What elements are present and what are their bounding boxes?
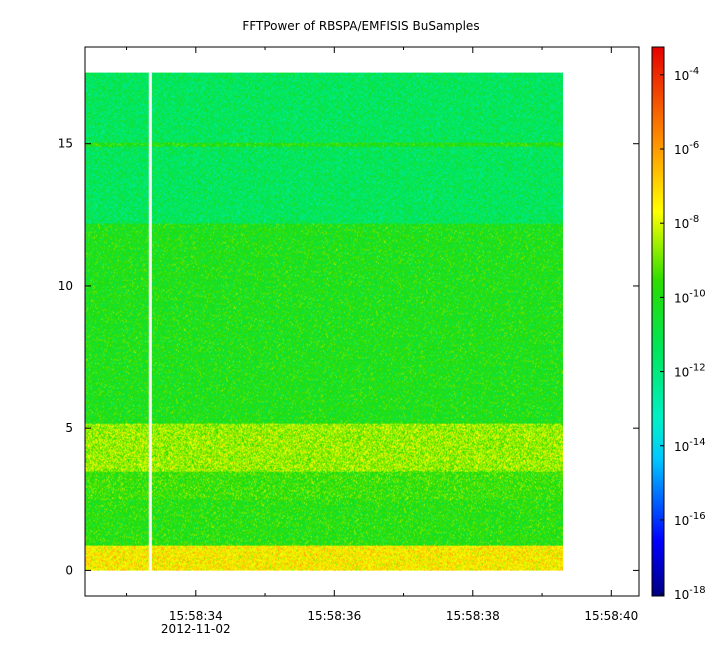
chart-title: FFTPower of RBSPA/EMFISIS BuSamples xyxy=(242,19,479,33)
date-label: 2012-11-02 xyxy=(161,622,231,636)
data-gap xyxy=(148,72,152,571)
colorbar-exponent: -12 xyxy=(689,363,705,374)
axes: 0 5 10 15 15:58:34 15:58:36 15:58:38 15:58:40 20… xyxy=(58,46,640,636)
plot-frame xyxy=(84,46,640,597)
y-tick-label: 15 xyxy=(58,137,73,151)
y-tick-label: 0 xyxy=(65,563,73,577)
colorbar-exponent: -16 xyxy=(689,511,705,522)
colorbar-tick-label: 10-14 xyxy=(674,437,706,454)
colorbar-tick-label: 10-12 xyxy=(674,363,706,380)
x-tick-label: 15:58:38 xyxy=(446,609,500,623)
colorbar-tick-label: 10-18 xyxy=(674,585,706,602)
x-tick-label: 15:58:36 xyxy=(307,609,361,623)
colorbar-exponent: -10 xyxy=(689,288,705,299)
plot-area xyxy=(85,72,563,571)
colorbar: 10-4 10-6 10-8 10-10 10-12 10-14 10-16 10-18 xyxy=(651,46,706,602)
spectrogram-image xyxy=(85,72,563,571)
colorbar-exponent: -6 xyxy=(689,140,699,151)
colorbar-exponent: -18 xyxy=(689,585,705,596)
x-tick-label: 15:58:34 xyxy=(169,609,223,623)
colorbar-exponent: -14 xyxy=(689,437,705,448)
y-tick-label: 10 xyxy=(58,279,73,293)
x-tick-label: 15:58:40 xyxy=(584,609,638,623)
y-tick-label: 5 xyxy=(65,421,73,435)
colorbar-tick-label: 10-8 xyxy=(674,214,699,231)
colorbar-bar xyxy=(651,46,665,597)
colorbar-tick-label: 10-4 xyxy=(674,66,699,83)
colorbar-exponent: -4 xyxy=(689,66,699,77)
colorbar-tick-label: 10-10 xyxy=(674,288,706,305)
colorbar-exponent: -8 xyxy=(689,214,699,225)
colorbar-tick-label: 10-16 xyxy=(674,511,706,528)
colorbar-tick-label: 10-6 xyxy=(674,140,699,157)
